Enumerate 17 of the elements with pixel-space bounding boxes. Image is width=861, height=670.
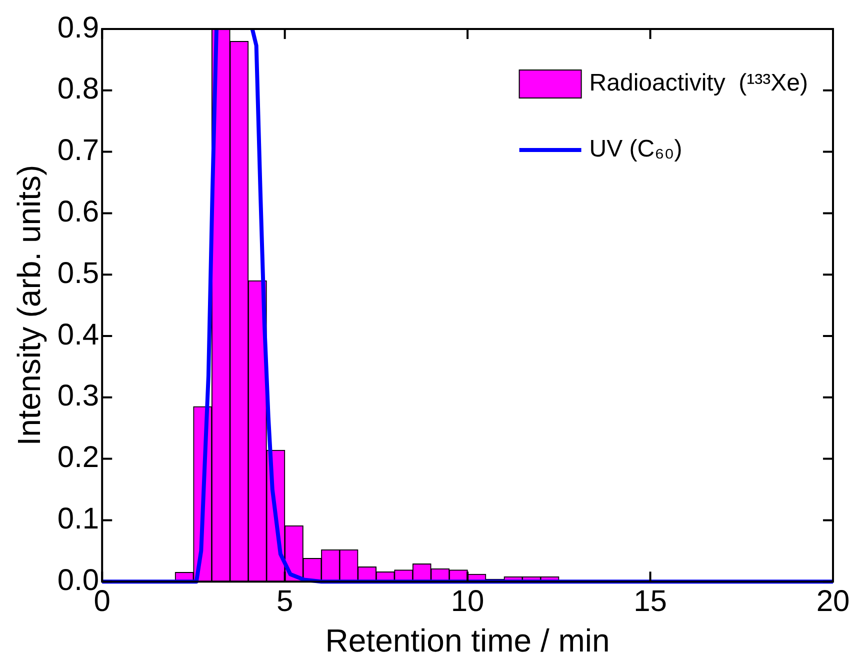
- y-tick-label: 0.2: [57, 441, 100, 474]
- y-axis-title: Intensity (arb. units): [11, 164, 48, 446]
- legend-label: UV (C₆₀): [589, 136, 682, 163]
- x-tick-label: 15: [634, 584, 667, 618]
- x-tick-label: 10: [450, 584, 484, 618]
- x-tick-label: 5: [276, 584, 294, 618]
- y-tick-label: 0.3: [57, 380, 100, 413]
- y-tick-label: 0.8: [57, 72, 100, 106]
- y-tick-label: 0.1: [57, 502, 100, 536]
- x-tick-label: 20: [816, 584, 850, 618]
- y-tick-label: 0.4: [57, 318, 100, 352]
- legend-label: Radioactivity (¹³³Xe): [589, 70, 808, 97]
- y-tick-label: 0.7: [57, 134, 100, 168]
- y-tick-label: 0.6: [57, 195, 100, 228]
- y-tick-label: 0.5: [57, 256, 100, 290]
- x-axis-title: Retention time / min: [325, 622, 610, 659]
- y-tick-label: 0.9: [57, 11, 100, 44]
